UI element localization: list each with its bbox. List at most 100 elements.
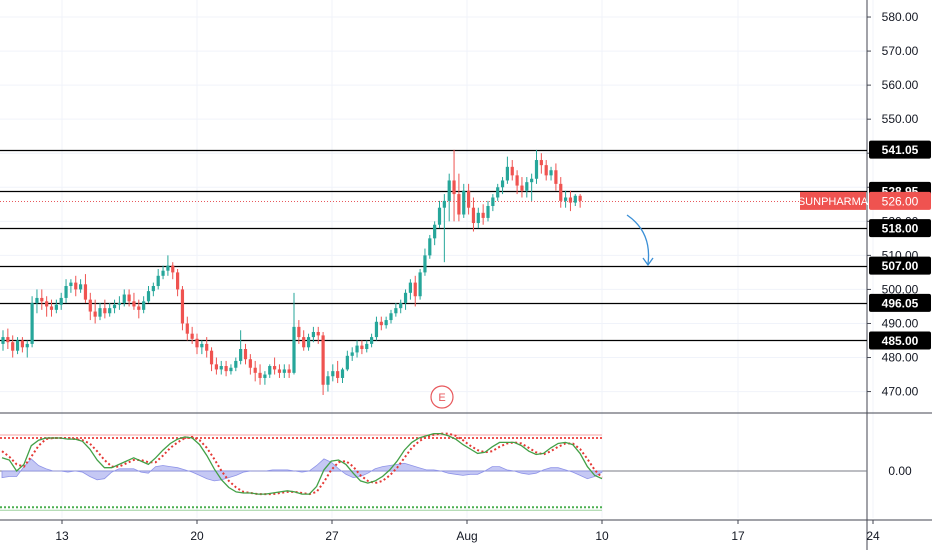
candle-body: [137, 306, 141, 310]
level-price-label: 541.05: [882, 143, 919, 157]
level-price-box: [869, 256, 931, 275]
candle-body: [103, 308, 107, 314]
candle-body: [452, 180, 456, 195]
candle-body: [345, 355, 349, 370]
candle-body: [248, 359, 252, 368]
osc-zero-label: 0.00: [888, 464, 912, 478]
price-tick-label: 500.00: [882, 282, 919, 296]
earnings-marker: E: [430, 385, 454, 409]
ticker-label: SUNPHARMA: [798, 196, 869, 208]
candle-body: [321, 335, 325, 385]
candles: [1, 149, 582, 395]
candle-body: [428, 238, 432, 256]
candle-body: [11, 342, 15, 351]
candle-body: [302, 337, 306, 348]
candle-body: [505, 166, 509, 181]
candle-body: [539, 160, 543, 166]
candle-body: [156, 275, 160, 287]
candle-body: [263, 374, 267, 378]
current-price-box: [869, 191, 931, 210]
projection-arrow: [626, 214, 650, 265]
candle-body: [69, 282, 73, 287]
candle-body: [122, 294, 126, 304]
candle-body: [161, 270, 165, 276]
candle-body: [403, 292, 408, 304]
candle-body: [379, 321, 383, 326]
candle-body: [447, 180, 451, 201]
annotations: E: [430, 214, 654, 409]
candle-body: [467, 190, 471, 208]
candle-body: [568, 197, 573, 203]
earnings-label: E: [438, 392, 445, 404]
candle-body: [268, 366, 272, 375]
candle-body: [306, 337, 311, 348]
candle-body: [350, 352, 354, 356]
candle-body: [462, 190, 466, 215]
time-axis[interactable]: 13 20 27 Aug 10 17 24: [55, 520, 880, 543]
current-price-label: 526.00: [882, 194, 919, 208]
price-tick-label: 570.00: [882, 44, 919, 58]
candle-body: [234, 360, 238, 368]
candle-body: [520, 185, 524, 191]
candle-body: [418, 272, 422, 297]
price-tick-label: 560.00: [882, 78, 919, 92]
candle-body: [408, 282, 412, 293]
level-price-box: [869, 331, 931, 350]
candle-body: [35, 297, 39, 304]
price-axis[interactable]: 580.00570.00560.00550.00540.00530.00520.…: [867, 10, 919, 478]
candle-body: [258, 372, 262, 378]
candle-body: [176, 272, 180, 290]
candle-body: [340, 369, 345, 378]
candle-body: [151, 286, 155, 292]
candle-body: [224, 366, 228, 372]
candle-body: [476, 212, 480, 224]
candle-body: [384, 320, 388, 326]
candle-body: [437, 207, 442, 225]
candle-body: [273, 366, 277, 370]
candle-body: [229, 367, 233, 372]
candle-body: [171, 265, 175, 273]
candle-body: [205, 343, 209, 351]
candle-body: [316, 331, 320, 336]
candle-body: [98, 308, 102, 317]
candle-body: [471, 207, 476, 224]
candle-body: [496, 187, 500, 198]
ticker-badge: [800, 191, 866, 210]
osc-histogram: [1, 458, 603, 482]
candle-body: [413, 282, 417, 297]
candle-body: [365, 343, 369, 350]
candle-body: [292, 326, 296, 373]
time-tick-label: 13: [55, 529, 69, 543]
osc-signal-line: [1, 432, 603, 496]
candle-body: [64, 286, 68, 298]
candle-body: [370, 337, 374, 344]
level-price-label: 518.00: [882, 222, 919, 236]
time-tick-label: 27: [325, 529, 339, 543]
candle-body: [442, 200, 446, 208]
candle-body: [209, 350, 214, 365]
osc-main-line: [1, 432, 603, 495]
candle-body: [127, 294, 131, 302]
candle-body: [554, 170, 558, 184]
price-tick-label: 490.00: [882, 316, 919, 330]
candle-body: [45, 301, 49, 307]
candle-body: [214, 364, 218, 370]
support-resistance-levels[interactable]: [0, 149, 867, 342]
candle-body: [54, 304, 58, 310]
candle-body: [355, 345, 359, 353]
candle-body: [559, 183, 563, 201]
time-tick-label: 17: [731, 529, 745, 543]
candle-body: [253, 367, 257, 373]
candle-body: [15, 340, 20, 351]
candle-body: [195, 338, 199, 348]
candle-body: [219, 366, 223, 370]
price-labels: 541.05528.95518.00507.00496.05485.00SUNP…: [798, 140, 931, 350]
candle-body: [530, 178, 534, 183]
time-tick-label: 20: [190, 529, 204, 543]
candle-body: [142, 301, 146, 310]
candle-body: [74, 282, 78, 290]
candle-body: [277, 369, 282, 373]
candle-body: [399, 303, 403, 309]
